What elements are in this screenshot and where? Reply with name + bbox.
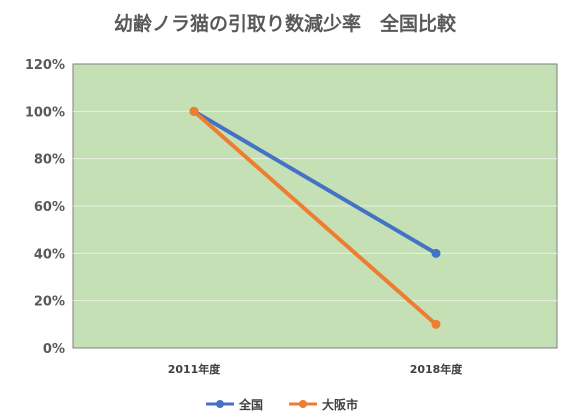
legend: 全国 大阪市 (206, 397, 358, 412)
y-tick-label: 40% (34, 247, 65, 262)
legend-item: 全国 (206, 397, 263, 412)
legend-label: 全国 (238, 397, 263, 412)
x-tick-label: 2011年度 (168, 362, 222, 376)
series-lines (189, 106, 441, 329)
legend-item: 大阪市 (289, 397, 358, 412)
x-axis-ticks: 2011年度 2018年度 (168, 362, 464, 376)
legend-label: 大阪市 (322, 397, 358, 412)
x-tick-label: 2018年度 (410, 362, 464, 376)
y-tick-label: 80% (34, 153, 65, 168)
y-axis-ticks: 0% 20% 40% 60% 80% 100% 120% (25, 58, 65, 357)
y-tick-label: 120% (25, 58, 65, 73)
gridlines (73, 110, 557, 302)
series-line-0 (192, 109, 438, 256)
legend-marker (299, 400, 307, 408)
y-tick-label: 60% (34, 200, 65, 215)
chart-title: 幼齢ノラ猫の引取り数減少率 全国比較 (114, 12, 457, 35)
series-line-1 (192, 109, 438, 327)
y-tick-label: 20% (34, 295, 65, 310)
y-tick-label: 0% (43, 342, 65, 357)
legend-marker (216, 400, 224, 408)
data-point (431, 319, 441, 329)
y-tick-label: 100% (25, 105, 65, 120)
data-point (431, 248, 441, 258)
data-point (189, 106, 199, 116)
